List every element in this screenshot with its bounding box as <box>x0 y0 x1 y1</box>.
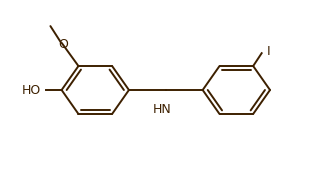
Text: I: I <box>267 45 270 58</box>
Text: HN: HN <box>153 102 172 116</box>
Text: O: O <box>58 38 68 51</box>
Text: HO: HO <box>22 84 41 96</box>
